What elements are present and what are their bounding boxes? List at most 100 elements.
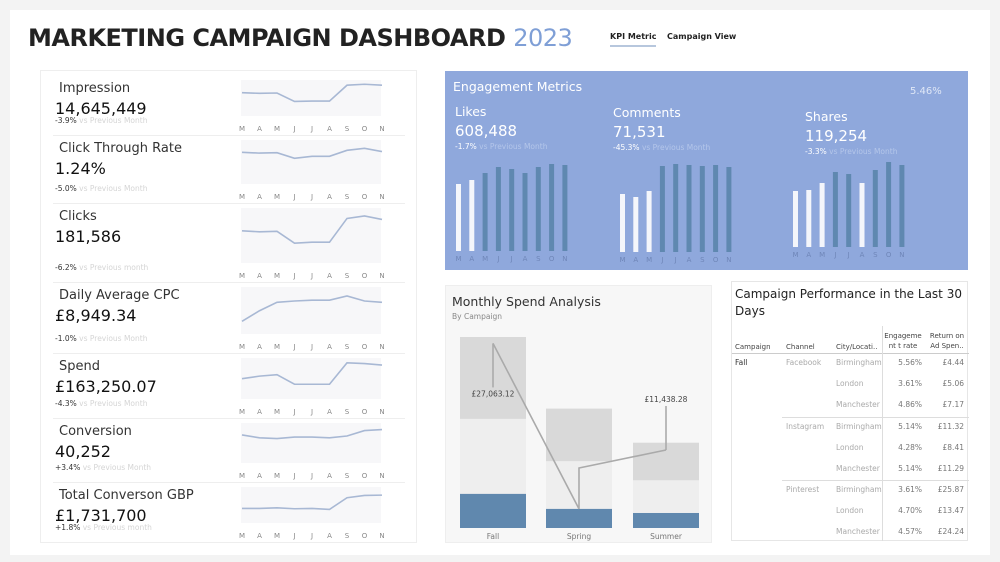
engagement-rate: 5.46% <box>910 86 942 97</box>
month-tick: O <box>362 343 368 351</box>
kpi-change: -4.3% vs Previous Month <box>55 399 147 408</box>
spend-actual-bar <box>546 508 612 528</box>
month-tick: M <box>274 408 280 416</box>
month-tick: O <box>549 255 555 263</box>
table-row: Birmingham 5.14% £11.32 <box>732 422 969 434</box>
engagement-change: -3.3% vs Previous Month <box>805 147 897 156</box>
month-tick: J <box>310 193 313 201</box>
month-tick: A <box>327 125 332 133</box>
month-tick: M <box>239 193 245 201</box>
engagement-bar <box>886 162 892 247</box>
month-tick: S <box>345 343 350 351</box>
engagement-comments-value: 71,531 <box>613 123 666 141</box>
month-tick: M <box>239 272 245 280</box>
month-tick: J <box>310 343 313 351</box>
month-tick: M <box>482 255 488 263</box>
spend-data-label: £11,438.28 <box>645 395 688 404</box>
engagement-likes-value: 608,488 <box>455 122 518 140</box>
engagement-bar <box>713 165 719 252</box>
column-header-engagement-rate: Engageme nt t rate <box>884 332 922 350</box>
month-tick: A <box>257 125 262 133</box>
month-tick: S <box>345 272 350 280</box>
sparkline-line <box>241 428 383 440</box>
kpi-label: Total Converson GBP <box>59 488 194 503</box>
kpi-change-value: -1.0% <box>55 334 77 343</box>
kpi-card-conversion: Conversion 40,252 +3.4% vs Previous Month M… <box>53 419 405 483</box>
kpi-change: +1.8% vs Previous month <box>55 523 152 532</box>
sparkline-bg <box>241 358 381 399</box>
month-tick: S <box>536 255 541 263</box>
roas-cell: £7.17 <box>942 400 964 410</box>
engagement-change-label: vs Previous Month <box>479 142 548 151</box>
month-tick: N <box>379 125 384 133</box>
month-tick: J <box>292 408 295 416</box>
engagement-bar <box>509 169 515 251</box>
month-tick: O <box>362 472 368 480</box>
sparkline-bg <box>241 80 381 116</box>
spend-chart: Fall Spring Summer £27,063.12 £11,438.28 <box>460 337 699 541</box>
kpi-card-click-through-rate: Click Through Rate 1.24% -5.0% vs Previous… <box>53 136 405 204</box>
month-tick: A <box>633 256 638 264</box>
engagement-rate-cell: 4.57% <box>898 527 922 537</box>
sparkline-line <box>241 295 383 322</box>
month-tick: N <box>379 472 384 480</box>
month-tick: J <box>674 256 677 264</box>
month-tick: J <box>292 343 295 351</box>
engagement-bar <box>469 180 475 251</box>
sparkline-bg <box>241 487 381 523</box>
kpi-change: -5.0% vs Previous Month <box>55 184 147 193</box>
kpi-label: Daily Average CPC <box>59 288 180 303</box>
kpi-value: 181,586 <box>55 227 122 246</box>
month-tick: S <box>345 532 350 540</box>
table-row: Birmingham 5.56% £4.44 <box>732 358 969 370</box>
month-tick: A <box>327 408 332 416</box>
city-cell: Birmingham <box>836 485 882 494</box>
kpi-change: -3.9% vs Previous Month <box>55 116 147 125</box>
channel-cell: Pinterest <box>786 485 820 494</box>
table-row: Manchester 4.57% £24.24 <box>732 527 969 539</box>
table-row: Manchester 5.14% £11.29 <box>732 464 969 476</box>
kpi-change-label: vs Previous Month <box>79 334 148 343</box>
kpi-change-label: vs Previous month <box>82 523 152 532</box>
engagement-change: -45.3% vs Previous Month <box>613 143 710 152</box>
engagement-rate-cell: 5.14% <box>898 463 922 473</box>
month-tick: O <box>713 256 719 264</box>
sparkline-line <box>242 494 383 511</box>
tab-kpi-metric[interactable]: KPI Metric <box>610 32 657 47</box>
engagement-comments-label: Comments <box>613 105 681 120</box>
group-divider <box>782 480 969 481</box>
month-tick: A <box>469 255 474 263</box>
kpi-card-impression: Impression 14,645,449 -3.9% vs Previous Mo… <box>53 76 405 136</box>
column-header-campaign: Campaign <box>735 343 771 351</box>
kpi-card-total-converson-gbp: Total Converson GBP £1,731,700 +1.8% vs Pr… <box>53 483 405 543</box>
kpi-value: £163,250.07 <box>55 377 157 396</box>
title-year: 2023 <box>513 24 573 52</box>
month-tick: N <box>379 532 384 540</box>
month-tick: A <box>806 251 811 259</box>
month-tick: J <box>310 272 313 280</box>
month-tick: J <box>310 125 313 133</box>
campaign-cell: Fall <box>735 358 748 367</box>
month-tick: M <box>274 343 280 351</box>
month-tick: J <box>833 251 836 259</box>
roas-cell: £5.06 <box>942 379 964 389</box>
spend-data-label: £27,063.12 <box>472 389 515 398</box>
table-row: Birmingham 3.61% £25.87 <box>732 485 969 497</box>
kpi-label: Clicks <box>59 209 97 224</box>
roas-cell: £24.24 <box>937 527 964 537</box>
kpi-card-spend: Spend £163,250.07 -4.3% vs Previous Month M… <box>53 354 405 419</box>
month-tick: A <box>327 472 332 480</box>
engagement-change: -1.7% vs Previous Month <box>455 142 547 151</box>
month-tick: J <box>310 472 313 480</box>
kpi-change-label: vs Previous Month <box>79 399 148 408</box>
month-tick: M <box>239 125 245 133</box>
spend-chart-title: Monthly Spend Analysis <box>452 294 601 309</box>
kpi-change-value: -4.3% <box>55 399 77 408</box>
tab-campaign-view[interactable]: Campaign View <box>667 32 737 41</box>
engagement-bar <box>673 164 679 252</box>
